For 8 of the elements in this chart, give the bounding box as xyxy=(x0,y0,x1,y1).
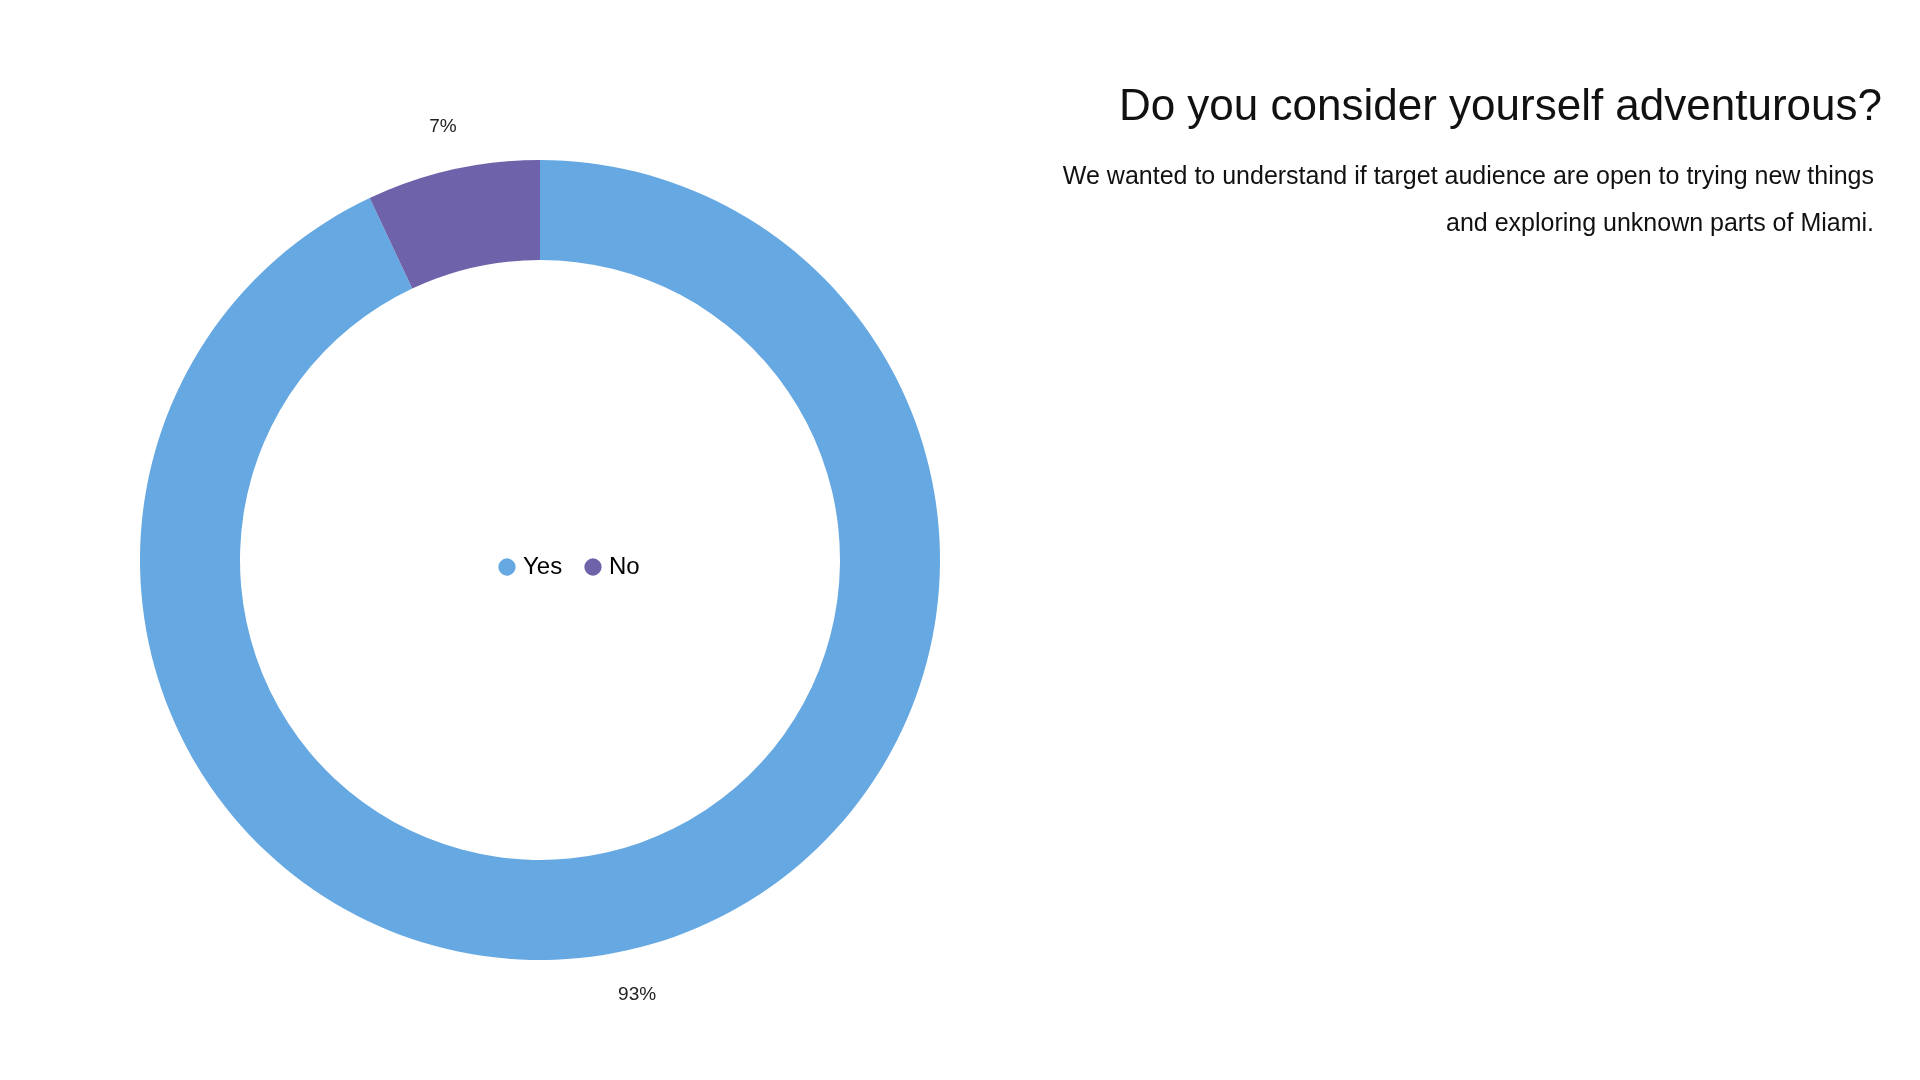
donut-slice xyxy=(140,160,940,960)
donut-slice xyxy=(369,160,540,289)
text: Do you consider yourself adventurous? xyxy=(1117,80,1882,130)
legend-label: Yes xyxy=(523,552,563,579)
data-label: 7% xyxy=(429,114,457,136)
legend-label: No xyxy=(609,552,640,579)
text: We wanted to understand if target audience are open to trying new things and exploring unknown parts of Miami. xyxy=(1061,160,1874,238)
data-label: 93% xyxy=(618,983,657,1005)
